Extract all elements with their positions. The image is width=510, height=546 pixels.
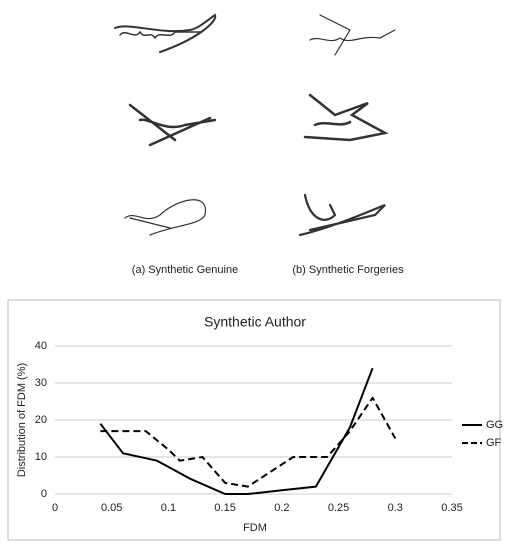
signature — [298, 193, 386, 237]
signatures — [114, 13, 396, 237]
line — [99, 367, 374, 495]
y-tick-label: 20 — [35, 414, 47, 426]
y-tick-label: 40 — [35, 340, 47, 352]
signature — [309, 14, 396, 56]
signature — [303, 93, 389, 142]
line — [100, 396, 397, 488]
legend-label: GG — [486, 419, 503, 431]
chart-frame — [7, 299, 501, 541]
caption: (b) Synthetic Forgeries — [292, 264, 404, 276]
y-axis-label: Distribution of FDM (%) — [16, 363, 28, 477]
caption: (a) Synthetic Genuine — [132, 264, 238, 276]
y-tick-label: 10 — [35, 451, 47, 463]
legend-label: GF — [486, 437, 502, 449]
x-tick-label: 0.2 — [274, 502, 289, 514]
y-tick-label: 0 — [41, 488, 47, 500]
x-tick-label: 0.3 — [388, 502, 403, 514]
x-tick-label: 0 — [52, 502, 58, 514]
x-tick-label: 0.1 — [161, 502, 176, 514]
x-tick-label: 0.25 — [328, 502, 349, 514]
x-tick-label: 0.15 — [214, 502, 235, 514]
chart-title: Synthetic Author — [204, 314, 306, 330]
x-axis-label: FDM — [243, 522, 267, 534]
signature — [128, 103, 217, 147]
signature — [124, 199, 206, 236]
signature — [119, 30, 201, 40]
x-tick-label: 0.05 — [101, 502, 122, 514]
x-tick-label: 0.35 — [441, 502, 462, 514]
y-tick-label: 30 — [35, 377, 47, 389]
